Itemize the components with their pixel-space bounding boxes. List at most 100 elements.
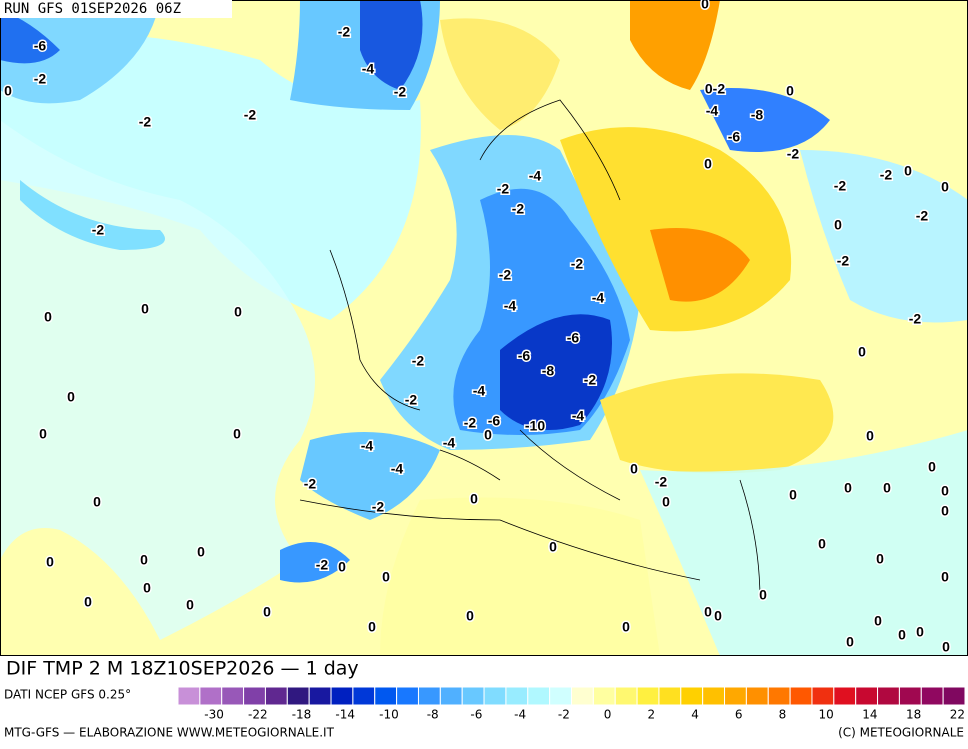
contour-label: -4	[362, 61, 375, 77]
colorbar-tick-label: 14	[862, 708, 877, 722]
contour-label: 0	[484, 427, 492, 443]
colorbar: -30-22-18-14-10-8-6-4-2024681014182230	[177, 686, 966, 722]
color-swatch	[877, 686, 900, 706]
anomaly-area	[500, 314, 612, 430]
color-swatch	[811, 686, 835, 706]
contour-label: -6	[34, 38, 47, 54]
colorbar-tick-label: -2	[558, 708, 570, 722]
contour-label: -2	[497, 181, 510, 197]
contour-label: 0	[876, 551, 884, 567]
color-swatch	[286, 686, 310, 706]
contour-label: 0	[883, 480, 891, 496]
contour-label: 0-2	[705, 81, 725, 97]
contour-label: -2	[834, 178, 847, 194]
color-swatch	[549, 686, 573, 706]
color-swatch	[308, 686, 332, 706]
anomaly-area	[440, 18, 560, 130]
contour-label: -4	[473, 383, 486, 399]
run-box	[0, 0, 232, 18]
contour-label: 0	[39, 426, 47, 442]
color-swatch	[243, 686, 266, 706]
contour-label: 0	[941, 569, 949, 585]
colorbar-tick-label: -6	[470, 708, 482, 722]
contour-label: -2	[916, 208, 929, 224]
color-swatch	[920, 686, 944, 706]
anomaly-area	[280, 542, 350, 583]
colorbar-tick-label: 2	[647, 708, 655, 722]
contour-label: -2	[405, 392, 418, 408]
contour-label: -4	[361, 438, 374, 454]
contour-label: -8	[542, 363, 555, 379]
contour-label: -4	[592, 290, 605, 306]
contour-label: -2	[412, 353, 425, 369]
field-label: DIF TMP 2 M 18Z10SEP2026 — 1 day	[6, 658, 359, 680]
contour-label: 0	[942, 639, 950, 655]
color-swatch	[789, 686, 813, 706]
color-swatch	[658, 686, 682, 706]
color-swatch	[221, 686, 245, 706]
color-swatch	[396, 686, 419, 706]
contour-label: -2	[304, 476, 317, 492]
contour-label: -2	[139, 114, 152, 130]
run-label: RUN GFS 01SEP2026 06Z	[4, 1, 181, 17]
color-swatch	[636, 686, 660, 706]
contour-label: 0	[714, 608, 722, 624]
colorbar-tick-label: -30	[204, 708, 224, 722]
colorbar-tick-label: 10	[819, 708, 834, 722]
contour-label: -2	[244, 107, 257, 123]
colorbar-tick-label: -4	[514, 708, 526, 722]
contour-label: 0	[234, 304, 242, 320]
anomaly-area	[20, 180, 165, 250]
anomaly-area	[0, 0, 160, 104]
contour-label: -2	[880, 167, 893, 183]
color-swatch	[724, 686, 747, 706]
contour-label: 0	[941, 503, 949, 519]
contour-label: -2	[464, 415, 477, 431]
contour-label: 0	[786, 83, 794, 99]
colorbar-tick-label: -22	[248, 708, 268, 722]
contour-label: -4	[529, 168, 542, 184]
contour-label: -2	[372, 499, 385, 515]
color-swatch	[177, 686, 201, 706]
contour-label: 0	[858, 344, 866, 360]
contour-label: 0	[84, 594, 92, 610]
contour-label: 0	[140, 552, 148, 568]
contour-label: 0	[818, 536, 826, 552]
contour-label: 0	[622, 619, 630, 635]
colorbar-tick-label: -14	[335, 708, 355, 722]
color-swatch	[898, 686, 922, 706]
field-box	[0, 656, 438, 682]
anomaly-area	[0, 120, 315, 640]
contour-label: 0	[898, 627, 906, 643]
contour-label: 0	[941, 179, 949, 195]
contour-label: -2	[316, 557, 329, 573]
contour-label: 0	[143, 580, 151, 596]
colorbar-tick-label: -8	[427, 708, 439, 722]
colorbar-tick-label: -10	[379, 708, 399, 722]
color-swatch	[461, 686, 485, 706]
contour-label: 0	[470, 491, 478, 507]
contour-label: 0	[466, 608, 474, 624]
color-swatch	[264, 686, 288, 706]
contour-label: 0	[382, 569, 390, 585]
footer-left: MTG-GFS — ELABORAZIONE WWW.METEOGIORNALE…	[4, 726, 335, 740]
contour-label: 0	[704, 604, 712, 620]
contour-label: 0	[759, 587, 767, 603]
contour-label: 0	[4, 83, 12, 99]
color-swatch	[439, 686, 463, 706]
anomaly-area	[600, 373, 834, 474]
color-swatch	[680, 686, 704, 706]
anomaly-area	[0, 33, 421, 320]
color-swatch	[614, 686, 638, 706]
anomaly-area	[650, 228, 750, 302]
color-swatch	[833, 686, 857, 706]
contour-labels: -6-20-2-2-2-4-2-200-2-4 -8-60-20-2-2 00-20…	[3, 0, 952, 656]
contour-label: -2	[92, 222, 105, 238]
colorbar-tick-label: -18	[292, 708, 312, 722]
color-swatch	[374, 686, 398, 706]
contour-label: 0	[93, 494, 101, 510]
contour-label: 0	[874, 613, 882, 629]
anomaly-area	[300, 432, 440, 520]
contour-label: -6	[518, 348, 531, 364]
contour-label: 0	[941, 483, 949, 499]
